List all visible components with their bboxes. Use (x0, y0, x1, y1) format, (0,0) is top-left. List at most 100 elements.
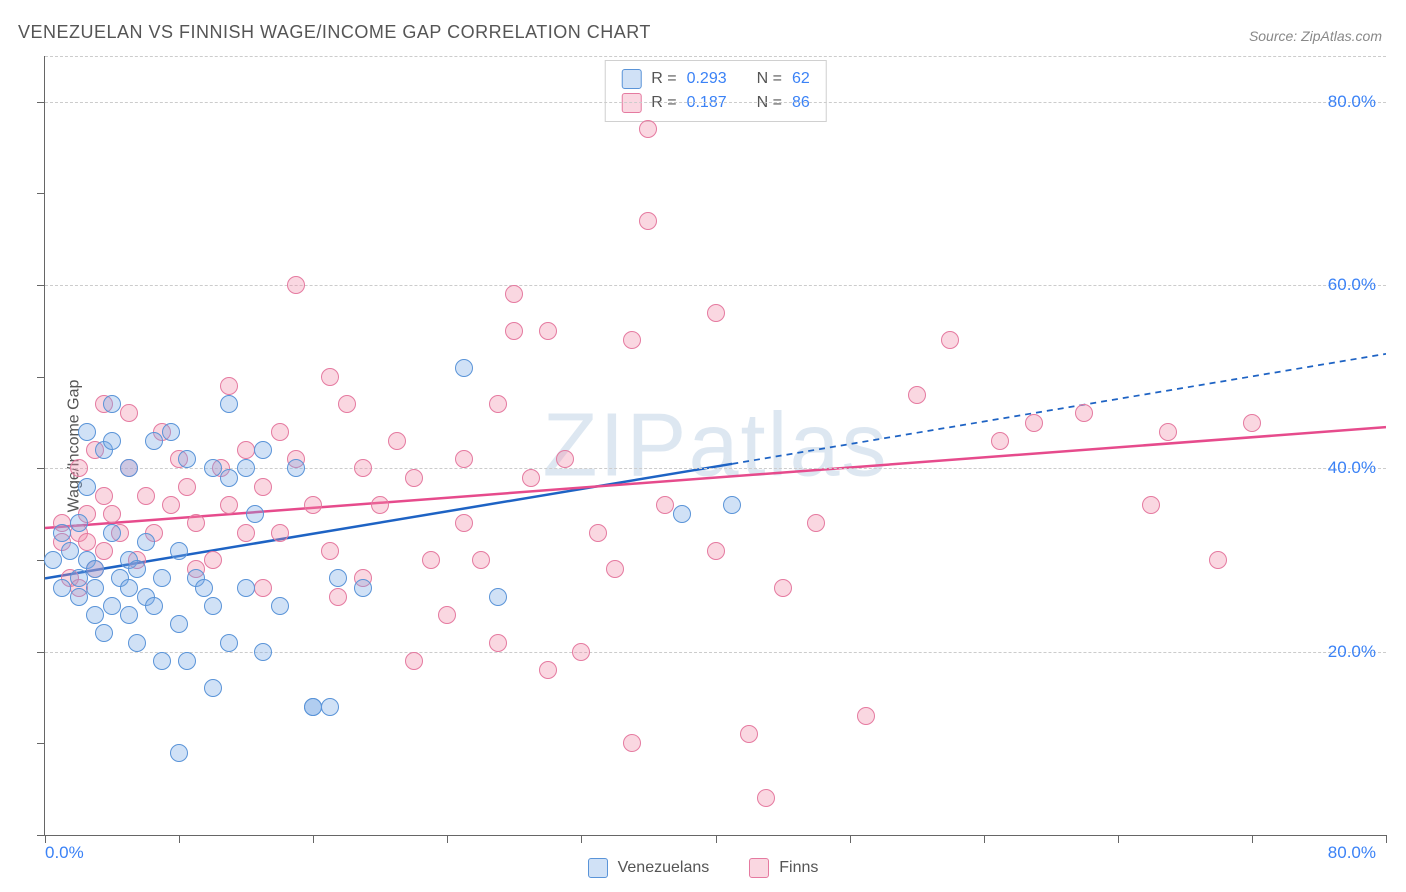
data-point (723, 496, 741, 514)
data-point (178, 652, 196, 670)
data-point (707, 304, 725, 322)
data-point (489, 588, 507, 606)
data-point (354, 579, 372, 597)
data-point (195, 579, 213, 597)
n-label: N = (757, 70, 782, 88)
data-point (53, 579, 71, 597)
n-label: N = (757, 94, 782, 112)
x-tick (179, 835, 180, 843)
data-point (254, 643, 272, 661)
y-tick-label: 60.0% (1328, 275, 1376, 295)
data-point (857, 707, 875, 725)
data-point (128, 634, 146, 652)
data-point (61, 542, 79, 560)
x-tick (447, 835, 448, 843)
swatch-finns-icon (749, 858, 769, 878)
r-label: R = (651, 94, 676, 112)
data-point (505, 322, 523, 340)
data-point (204, 597, 222, 615)
data-point (170, 542, 188, 560)
data-point (254, 579, 272, 597)
data-point (237, 524, 255, 542)
data-point (153, 652, 171, 670)
x-tick (1118, 835, 1119, 843)
data-point (78, 423, 96, 441)
data-point (95, 542, 113, 560)
data-point (623, 734, 641, 752)
data-point (639, 120, 657, 138)
y-tick (37, 193, 45, 194)
gridline (45, 652, 1386, 653)
y-tick (37, 835, 45, 836)
data-point (908, 386, 926, 404)
gridline (45, 102, 1386, 103)
data-point (44, 551, 62, 569)
data-point (287, 276, 305, 294)
watermark: ZIPatlas (542, 394, 888, 497)
y-tick (37, 652, 45, 653)
data-point (170, 744, 188, 762)
data-point (246, 505, 264, 523)
data-point (145, 597, 163, 615)
data-point (153, 569, 171, 587)
data-point (95, 624, 113, 642)
data-point (137, 487, 155, 505)
data-point (220, 469, 238, 487)
data-point (53, 524, 71, 542)
x-tick (850, 835, 851, 843)
data-point (304, 698, 322, 716)
data-point (774, 579, 792, 597)
data-point (1025, 414, 1043, 432)
legend-item-venezuelans: Venezuelans (588, 858, 710, 878)
data-point (1142, 496, 1160, 514)
data-point (162, 496, 180, 514)
data-point (204, 551, 222, 569)
chart-title: VENEZUELAN VS FINNISH WAGE/INCOME GAP CO… (18, 22, 651, 43)
data-point (103, 524, 121, 542)
y-tick (37, 102, 45, 103)
data-point (120, 606, 138, 624)
legend-label-finns: Finns (779, 859, 818, 877)
data-point (1075, 404, 1093, 422)
data-point (70, 588, 88, 606)
chart-container: VENEZUELAN VS FINNISH WAGE/INCOME GAP CO… (0, 0, 1406, 892)
data-point (455, 450, 473, 468)
data-point (237, 459, 255, 477)
data-point (237, 579, 255, 597)
data-point (1243, 414, 1261, 432)
gridline (45, 56, 1386, 57)
correlation-legend: R = 0.293 N = 62 R = 0.187 N = 86 (604, 60, 827, 122)
data-point (941, 331, 959, 349)
data-point (178, 450, 196, 468)
data-point (472, 551, 490, 569)
y-tick-label: 20.0% (1328, 642, 1376, 662)
data-point (589, 524, 607, 542)
y-tick (37, 468, 45, 469)
data-point (86, 606, 104, 624)
data-point (405, 652, 423, 670)
data-point (220, 496, 238, 514)
n-value-venezuelans: 62 (792, 70, 810, 88)
data-point (145, 432, 163, 450)
y-tick (37, 377, 45, 378)
data-point (522, 469, 540, 487)
swatch-venezuelans (621, 69, 641, 89)
data-point (455, 359, 473, 377)
r-label: R = (651, 70, 676, 88)
gridline (45, 285, 1386, 286)
data-point (78, 478, 96, 496)
data-point (220, 634, 238, 652)
data-point (489, 634, 507, 652)
data-point (120, 459, 138, 477)
data-point (170, 615, 188, 633)
x-tick (984, 835, 985, 843)
y-tick (37, 285, 45, 286)
data-point (304, 496, 322, 514)
data-point (338, 395, 356, 413)
data-point (237, 441, 255, 459)
data-point (438, 606, 456, 624)
data-point (673, 505, 691, 523)
data-point (178, 478, 196, 496)
data-point (271, 597, 289, 615)
data-point (572, 643, 590, 661)
